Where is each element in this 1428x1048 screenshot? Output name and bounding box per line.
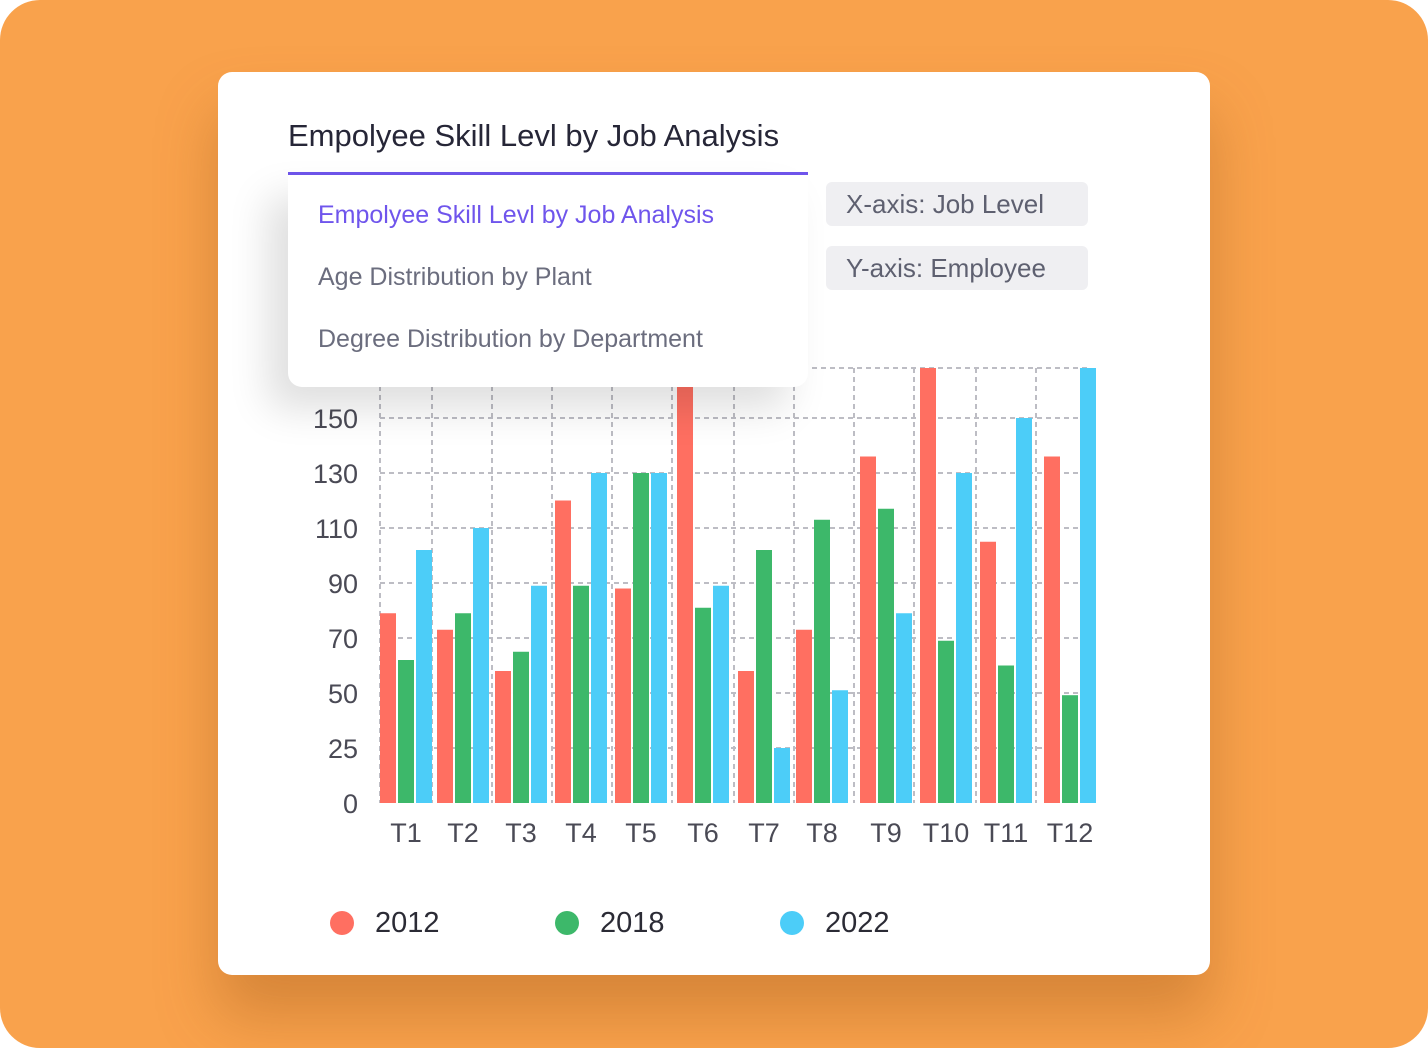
bar-2012-T4	[555, 500, 571, 803]
y-tick-label: 150	[313, 404, 358, 434]
y-axis-chip[interactable]: Y-axis: Employee	[826, 246, 1088, 290]
x-tick-label: T5	[625, 818, 657, 848]
bar-2012-T3	[495, 671, 511, 803]
bar-2018-T7	[756, 550, 772, 803]
bar-2012-T2	[437, 629, 453, 803]
bar-2022-T10	[956, 473, 972, 803]
x-tick-label: T12	[1047, 818, 1094, 848]
bar-2022-T12	[1080, 368, 1096, 803]
legend-dot-2018	[555, 911, 579, 935]
bar-2022-T8	[832, 690, 848, 803]
bar-2018-T2	[455, 613, 471, 803]
bar-2012-T11	[980, 541, 996, 803]
bar-2018-T3	[513, 651, 529, 803]
bar-2018-T8	[814, 519, 830, 803]
dropdown-option-degree-distribution[interactable]: Degree Distribution by Department	[318, 325, 703, 353]
bar-2012-T8	[796, 629, 812, 803]
x-axis-chip-value: Job Level	[932, 189, 1045, 219]
bar-2018-T6	[695, 607, 711, 803]
bar-2018-T12	[1062, 695, 1078, 803]
bar-2022-T1	[416, 550, 432, 803]
title-underline	[288, 172, 808, 175]
bar-2022-T4	[591, 473, 607, 803]
bar-2018-T10	[938, 640, 954, 803]
y-tick-label: 0	[343, 789, 358, 819]
x-tick-label: T9	[870, 818, 902, 848]
legend-label-2022: 2022	[825, 907, 890, 939]
bar-2012-T7	[738, 671, 754, 803]
y-tick-label: 50	[328, 679, 358, 709]
y-tick-label: 25	[328, 734, 358, 764]
x-tick-label: T1	[390, 818, 422, 848]
x-axis-chip[interactable]: X-axis: Job Level	[826, 182, 1088, 226]
bar-2018-T9	[878, 508, 894, 803]
x-tick-label: T11	[984, 818, 1029, 848]
bar-2022-T9	[896, 613, 912, 803]
chart-select-dropdown: Empolyee Skill Levl by Job Analysis Age …	[288, 175, 808, 387]
bar-2022-T2	[473, 528, 489, 803]
bar-2012-T12	[1044, 456, 1060, 803]
legend-label-2018: 2018	[600, 907, 665, 939]
bar-2018-T5	[633, 473, 649, 803]
bar-2018-T4	[573, 585, 589, 803]
legend-dot-2022	[780, 911, 804, 935]
chart-selector-title[interactable]: Empolyee Skill Levl by Job Analysis	[288, 118, 780, 153]
bar-2012-T1	[380, 613, 396, 803]
x-tick-label: T2	[447, 818, 479, 848]
bar-2022-T7	[774, 748, 790, 803]
x-axis-chip-key: X-axis:	[846, 189, 926, 219]
legend-dot-2012	[330, 911, 354, 935]
bar-2022-T11	[1016, 418, 1032, 803]
bar-2012-T9	[860, 456, 876, 803]
bar-2022-T3	[531, 585, 547, 803]
dropdown-option-skill-level[interactable]: Empolyee Skill Levl by Job Analysis	[318, 201, 715, 229]
y-tick-label: 110	[315, 514, 358, 544]
x-tick-label: T3	[505, 818, 537, 848]
x-tick-label: T4	[565, 818, 597, 848]
y-tick-label: 130	[313, 459, 358, 489]
dropdown-option-age-distribution[interactable]: Age Distribution by Plant	[318, 263, 592, 291]
y-axis-chip-value: Employee	[930, 253, 1046, 283]
bar-2022-T6	[713, 585, 729, 803]
x-tick-label: T6	[687, 818, 719, 848]
bar-2022-T5	[651, 473, 667, 803]
x-tick-label: T10	[923, 818, 970, 848]
x-tick-label: T7	[748, 818, 780, 848]
bar-2012-T5	[615, 588, 631, 803]
bar-2018-T1	[398, 660, 414, 803]
x-tick-label: T8	[806, 818, 838, 848]
bar-2012-T6	[677, 368, 693, 803]
legend-label-2012: 2012	[375, 907, 440, 939]
bar-2018-T11	[998, 665, 1014, 803]
y-axis-chip-key: Y-axis:	[846, 253, 924, 283]
y-tick-label: 90	[328, 569, 358, 599]
y-tick-label: 70	[328, 624, 358, 654]
bar-2012-T10	[920, 368, 936, 803]
